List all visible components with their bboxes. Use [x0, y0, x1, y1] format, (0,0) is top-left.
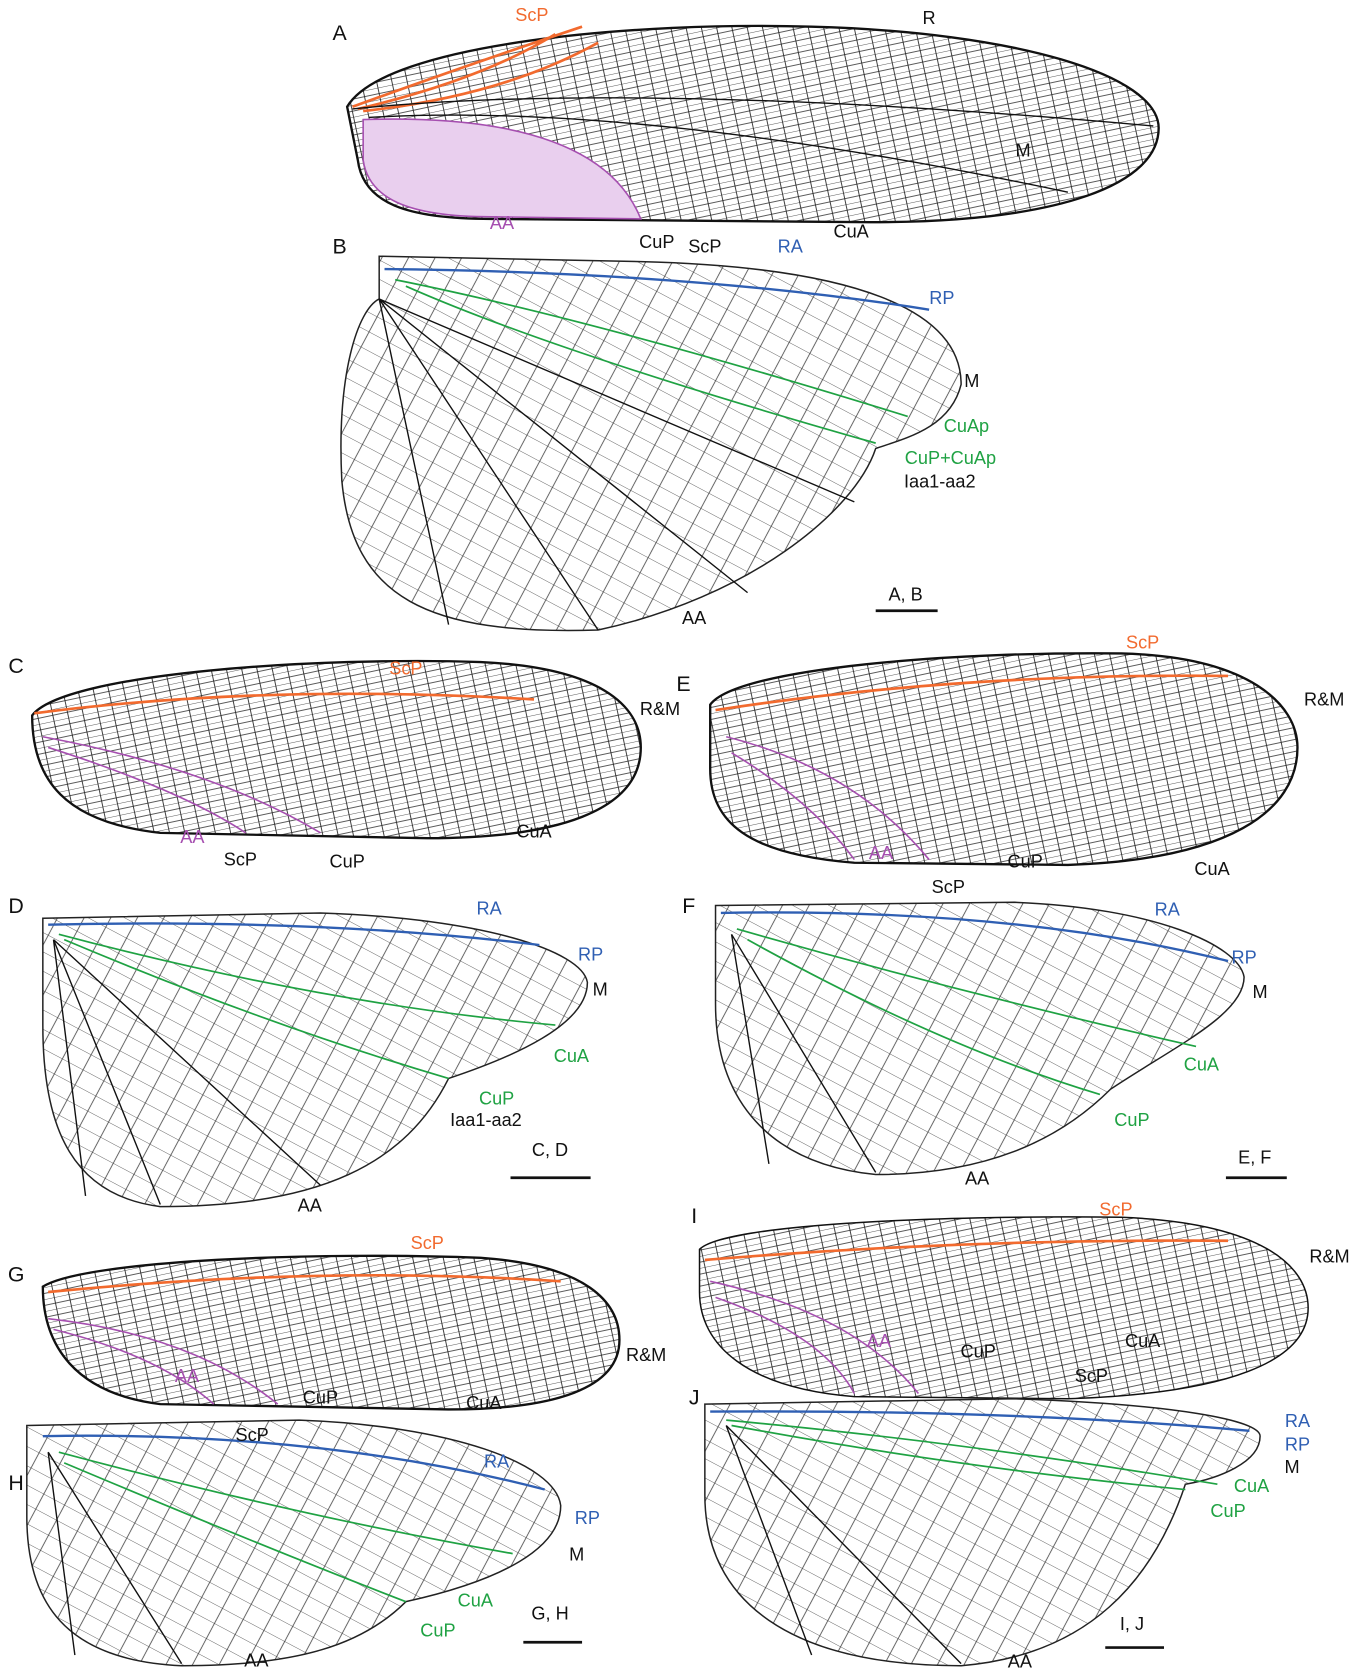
- vein-label: R&M: [1309, 1247, 1349, 1267]
- vein-label: Iaa1-aa2: [450, 1110, 522, 1130]
- vein-label: M: [964, 371, 979, 391]
- vein-label: CuP: [330, 852, 365, 872]
- panel-letter: G: [8, 1263, 25, 1287]
- vein-label: AA: [298, 1195, 323, 1215]
- vein-label: CuA: [1125, 1331, 1161, 1351]
- vein-label: ScP: [1075, 1366, 1108, 1386]
- vein-label: CuP: [639, 232, 674, 252]
- vein-label: RA: [778, 237, 804, 257]
- vein-label: CuA: [458, 1590, 494, 1610]
- scale-label: I, J: [1120, 1614, 1144, 1634]
- vein-label: CuP+CuAp: [905, 448, 996, 468]
- vein-label: CuA: [516, 822, 552, 842]
- vein-label: ScP: [932, 877, 965, 897]
- vein-label: CuP: [1114, 1110, 1149, 1130]
- vein-label: AA: [869, 843, 894, 863]
- scale-bars: [510, 609, 1287, 1649]
- panel-letter: C: [8, 654, 23, 678]
- vein-label: M: [1015, 140, 1030, 160]
- vein-label: M: [1285, 1457, 1300, 1477]
- vein-label: M: [1253, 982, 1268, 1002]
- vein-label: RP: [1285, 1435, 1310, 1455]
- vein-label: RA: [484, 1452, 510, 1472]
- vein-label: AA: [867, 1331, 892, 1351]
- vein-label: RA: [1285, 1411, 1311, 1431]
- vein-label: M: [593, 980, 608, 1000]
- scale-label: A, B: [888, 585, 922, 605]
- vein-label: AA: [244, 1650, 269, 1670]
- vein-label: CuAp: [944, 416, 989, 436]
- vein-label: RP: [578, 944, 603, 964]
- vein-label: RP: [1231, 948, 1256, 968]
- vein-label: R&M: [1304, 689, 1344, 709]
- vein-label: ScP: [515, 5, 548, 25]
- panel-letter: H: [8, 1471, 23, 1495]
- vein-label: CuA: [554, 1046, 590, 1066]
- vein-label: RA: [477, 899, 503, 919]
- vein-label: ScP: [1099, 1200, 1132, 1220]
- vein-label: ScP: [224, 849, 257, 869]
- panel-letter: E: [676, 672, 690, 696]
- panel-letter: F: [682, 894, 695, 918]
- panel-letter: J: [689, 1385, 700, 1409]
- vein-label: RP: [575, 1508, 600, 1528]
- vein-label: AA: [180, 827, 205, 847]
- scale-label: E, F: [1238, 1147, 1271, 1167]
- vein-label: CuA: [1234, 1476, 1270, 1496]
- vein-label: R&M: [640, 699, 680, 719]
- vein-label: CuP: [961, 1342, 996, 1362]
- vein-label: CuP: [479, 1089, 514, 1109]
- vein-label: R&M: [626, 1345, 666, 1365]
- vein-label: ScP: [688, 237, 721, 257]
- vein-label: ScP: [411, 1233, 444, 1253]
- vein-label: CuA: [1184, 1054, 1220, 1074]
- vein-label: CuA: [466, 1393, 502, 1413]
- vein-label: CuA: [1194, 859, 1230, 879]
- vein-label: M: [569, 1545, 584, 1565]
- panel-letter: I: [691, 1204, 697, 1228]
- vein-label: RP: [929, 288, 954, 308]
- vein-label: ScP: [235, 1425, 268, 1445]
- vein-label: ScP: [1126, 633, 1159, 653]
- panel-letter: A: [333, 21, 348, 45]
- vein-label: AA: [682, 608, 707, 628]
- vein-label: CuA: [833, 222, 869, 242]
- wing-drawings: [26, 24, 1309, 1667]
- panel-letter: B: [333, 234, 347, 258]
- scale-label: C, D: [532, 1140, 568, 1160]
- scale-label: G, H: [531, 1603, 568, 1623]
- vein-label: CuP: [1008, 852, 1043, 872]
- vein-label: CuP: [420, 1620, 455, 1640]
- vein-label: AA: [965, 1169, 990, 1189]
- vein-label: RA: [1155, 900, 1181, 920]
- vein-label: AA: [1008, 1651, 1033, 1670]
- vein-label: ScP: [389, 658, 422, 678]
- vein-label: CuP: [1210, 1501, 1245, 1521]
- vein-label: CuP: [303, 1388, 338, 1408]
- vein-label: AA: [490, 213, 515, 233]
- panel-letter: D: [8, 894, 23, 918]
- vein-label: R: [923, 8, 936, 28]
- vein-label: Iaa1-aa2: [904, 471, 976, 491]
- vein-label: AA: [175, 1366, 200, 1386]
